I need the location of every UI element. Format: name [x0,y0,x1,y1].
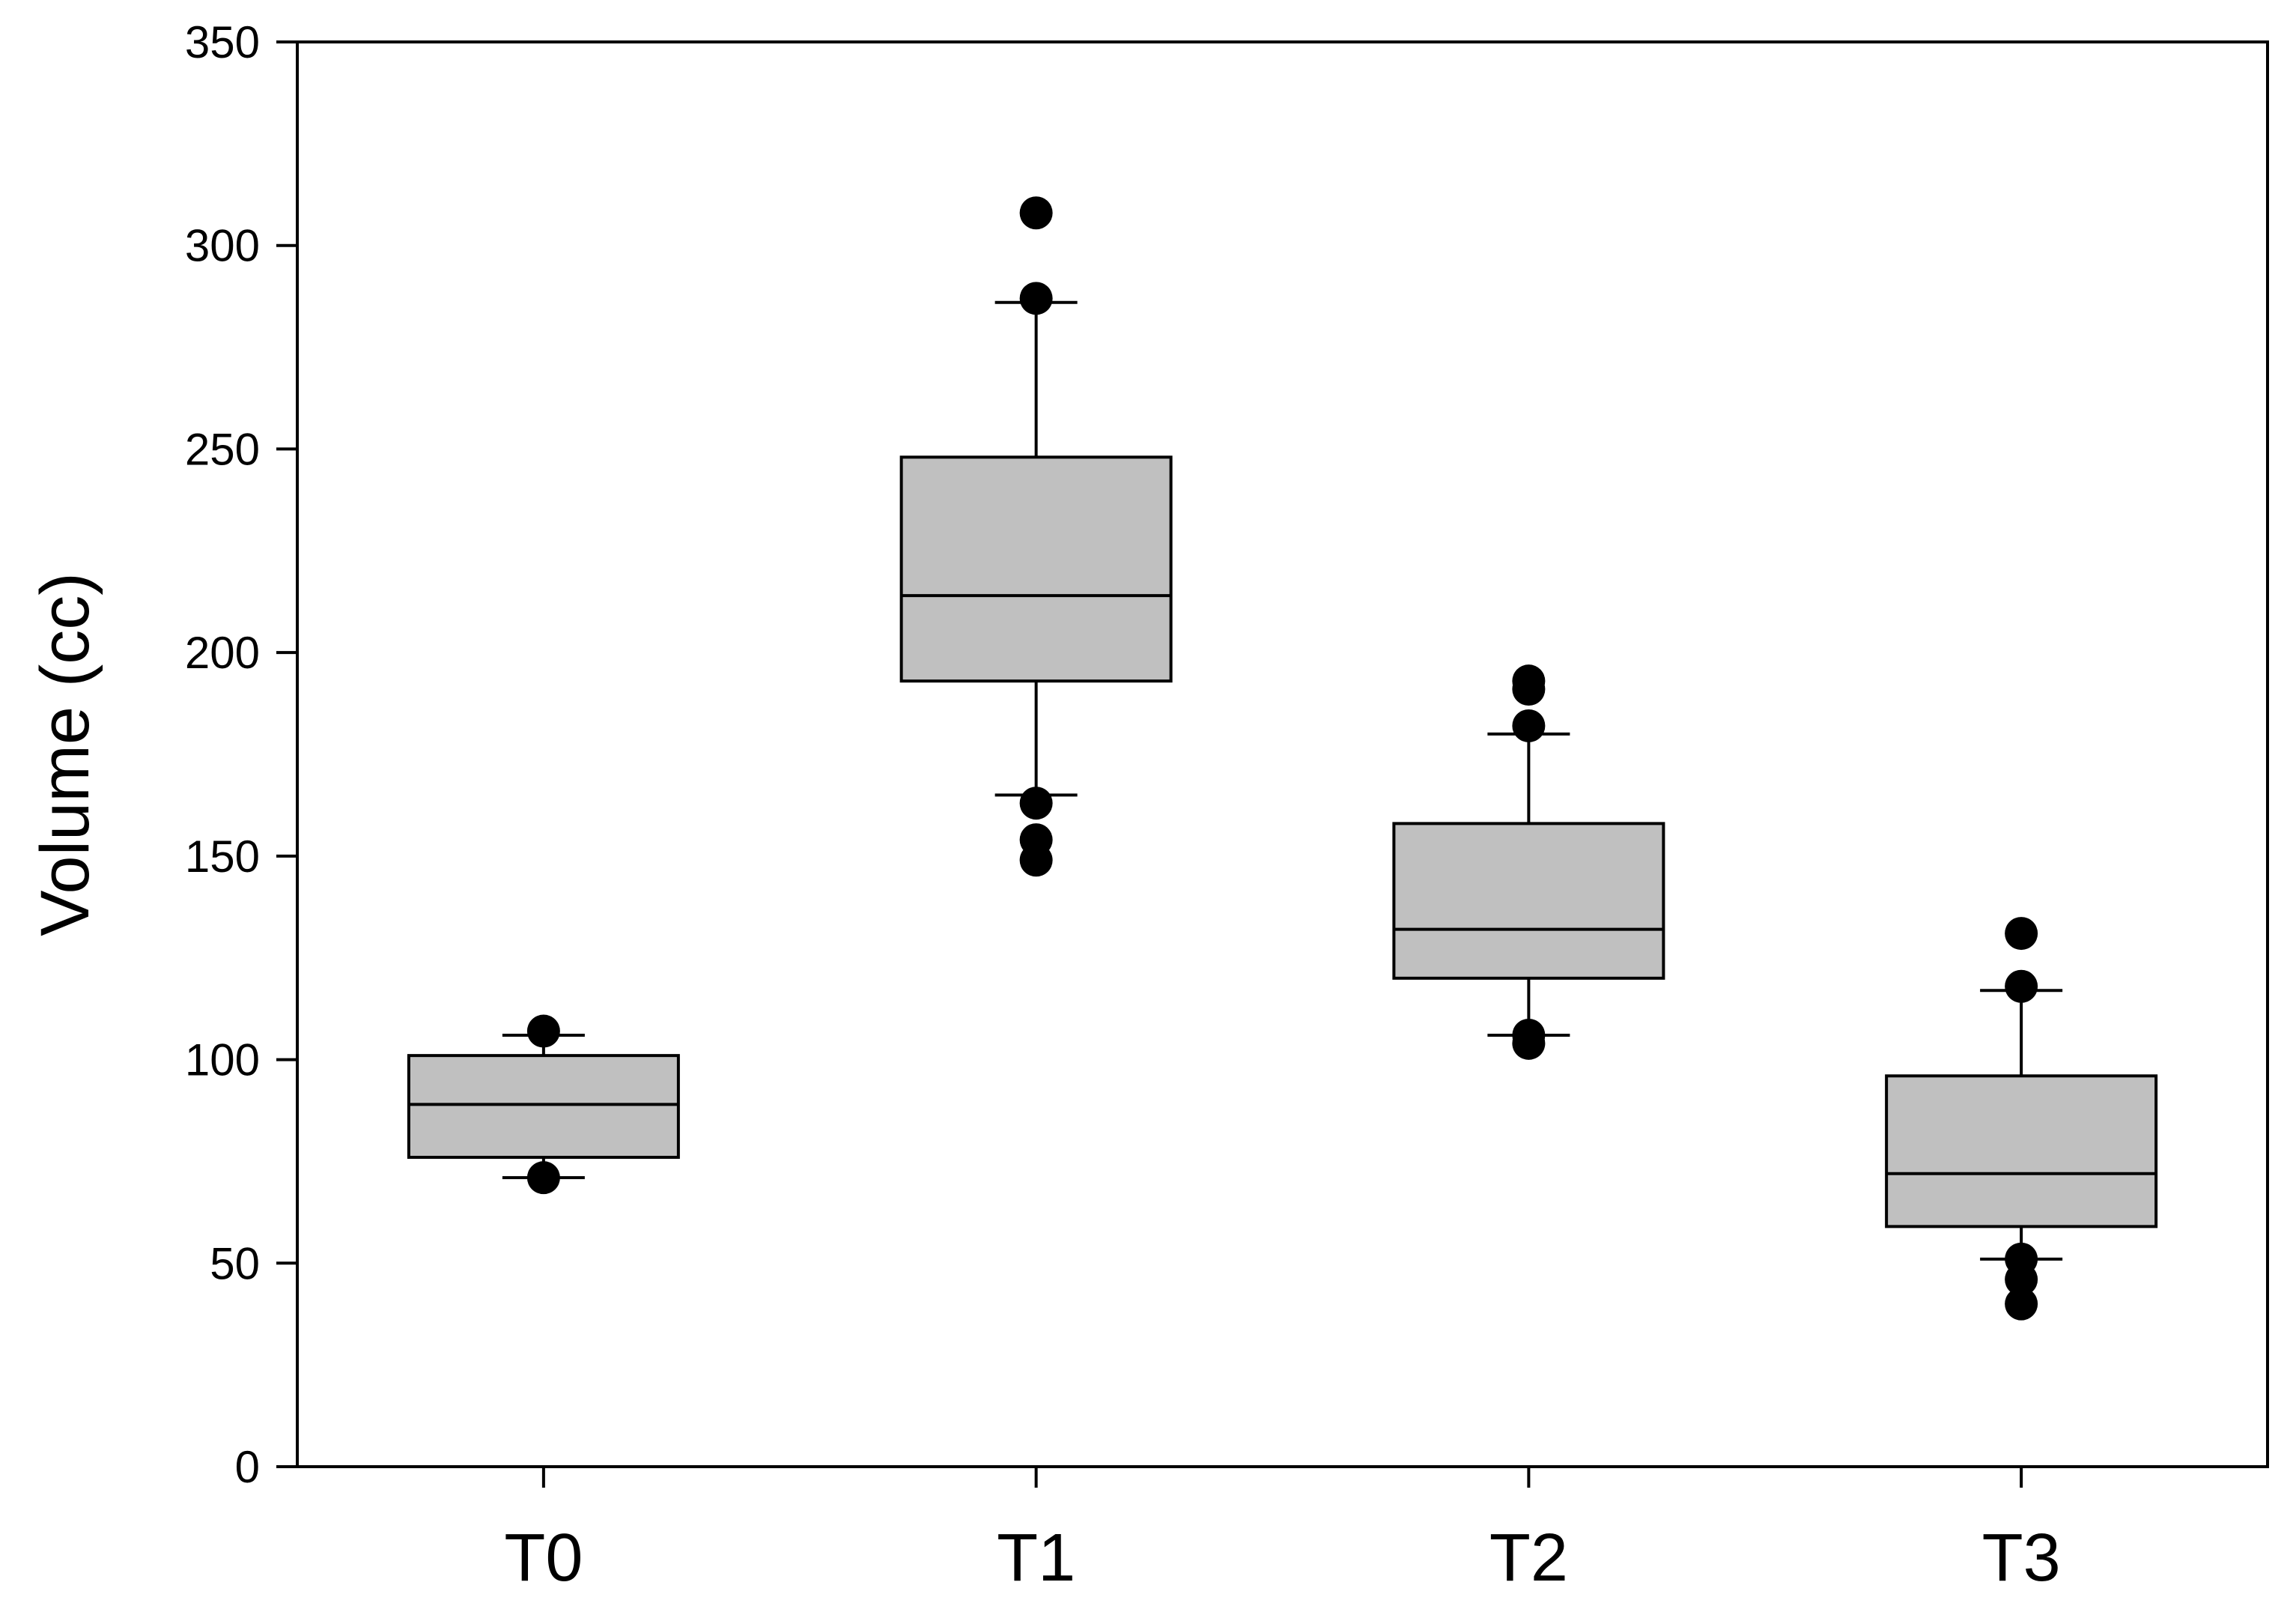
outlier-point [526,1014,560,1048]
y-tick-label: 250 [185,424,260,474]
y-axis: 0 50 100 150 200 250 300 350 [185,17,297,1492]
y-axis-title: Volume (cc) [27,572,103,936]
y-tick-label: 150 [185,831,260,882]
outlier-point [2005,1263,2038,1297]
y-tick-label: 350 [185,17,260,67]
x-axis: T0 T1 T2 T3 [504,1467,2061,1596]
box-iqr [407,1054,680,1159]
outlier-point [1019,196,1053,230]
box-t2 [1392,664,1665,1060]
outlier-point [1512,709,1546,742]
outlier-point [2005,917,2038,951]
x-tick-label: T2 [1489,1521,1568,1596]
outlier-point [2005,969,2038,1003]
outlier-point [2005,1287,2038,1321]
y-tick-label: 100 [185,1035,260,1085]
y-tick-label: 200 [185,628,260,678]
outlier-point [1512,673,1546,706]
box-t0 [407,1014,680,1195]
x-tick-label: T1 [997,1521,1075,1596]
x-tick-label: T3 [1982,1521,2061,1596]
outlier-point [1512,1026,1546,1060]
box-t1 [899,196,1173,877]
outlier-point [526,1161,560,1195]
y-tick-label: 300 [185,221,260,271]
plot-frame [296,40,2269,1468]
outlier-point [1019,282,1053,315]
box-series [407,196,2158,1321]
x-tick-label: T0 [504,1521,583,1596]
y-tick-label: 50 [210,1238,260,1288]
box-iqr [1392,822,1665,980]
y-tick-label: 0 [235,1442,260,1492]
box-t3 [1885,917,2158,1321]
outlier-point [1019,843,1053,877]
outlier-point [1019,787,1053,820]
box-iqr [1885,1074,2158,1228]
box-iqr [899,455,1173,683]
